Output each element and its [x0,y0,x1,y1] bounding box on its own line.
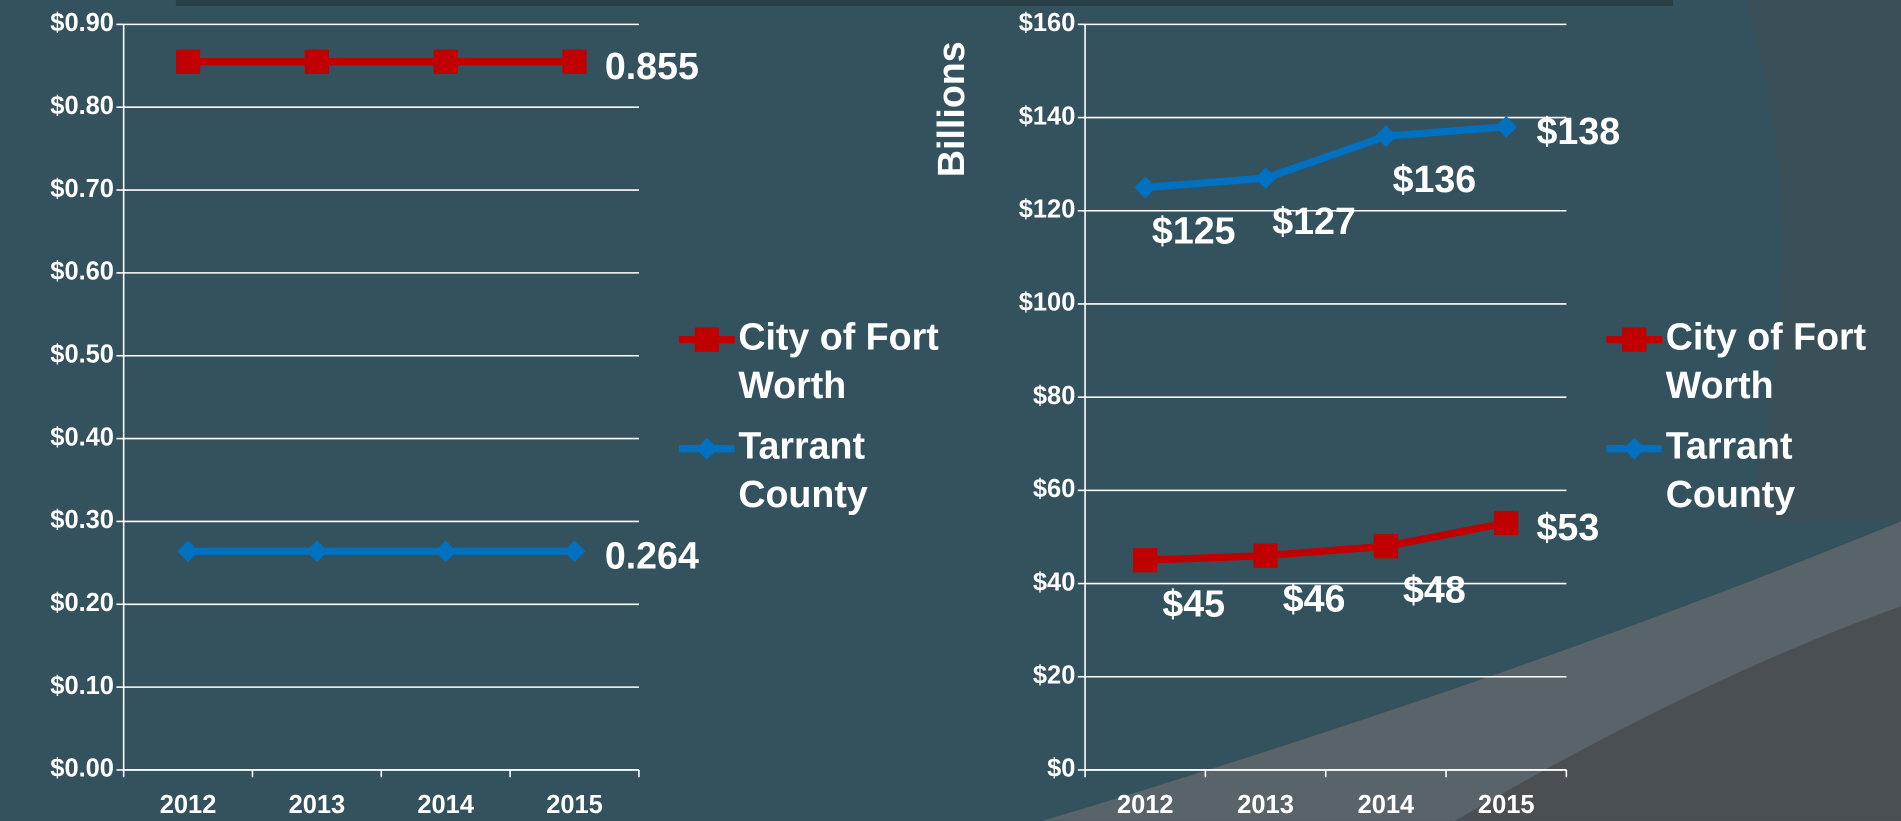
y-tick-label: $100 [1019,289,1076,317]
marker [1133,548,1158,573]
marker [1373,534,1399,559]
y-tick-label: $40 [1033,568,1075,596]
data-label: $48 [1403,568,1466,610]
legend-label: Tarrant County [738,425,868,515]
background-swoosh-dark [1454,606,1901,821]
legend-marker [1623,437,1646,460]
y-tick-label: $0.00 [50,755,114,783]
x-tick-label: 2014 [1358,791,1415,819]
marker [1134,176,1157,199]
y-tick-label: $80 [1033,382,1075,410]
background-shade [1745,0,1901,522]
data-label: $46 [1283,578,1346,620]
y-tick-label: $120 [1019,195,1076,223]
marker [562,49,587,74]
data-label: $138 [1537,110,1621,152]
y-tick-label: $160 [1019,9,1076,37]
y-tick-label: $0.30 [50,506,114,534]
x-tick-label: 2013 [1237,791,1294,819]
marker [1494,510,1519,536]
y-tick-label: $20 [1033,661,1075,689]
series-line [1145,519,1507,564]
data-label: $136 [1393,158,1477,200]
marker [304,49,330,74]
y-tick-label: $140 [1019,102,1076,130]
marker [177,540,199,563]
legend-label: City of Fort Worth [738,315,939,405]
marker [175,49,201,74]
y-tick-label: $60 [1033,475,1075,503]
data-label: 0.264 [605,534,699,576]
legend-marker [695,437,718,460]
y-tick-label: $0.40 [50,423,114,451]
y-tick-label: $0 [1047,755,1075,783]
marker [1254,167,1277,190]
marker [563,540,586,563]
y-axis-label: Billions [930,41,972,177]
data-label: $53 [1537,506,1600,548]
legend-label: City of Fort Worth [1666,315,1867,405]
y-tick-label: $0.90 [50,9,114,37]
y-tick-label: $0.50 [50,340,114,368]
y-tick-label: $0.80 [50,92,114,120]
data-label: $127 [1272,200,1356,242]
x-tick-label: 2015 [546,791,603,819]
y-tick-label: $0.60 [50,258,114,286]
y-tick-label: $0.70 [50,175,114,203]
x-tick-label: 2014 [417,791,474,819]
y-tick-label: $0.10 [50,672,114,700]
x-tick-label: 2013 [289,791,346,819]
marker [305,540,328,563]
legend-label: Tarrant County [1666,425,1796,515]
data-label: 0.855 [605,45,699,87]
data-label: $125 [1152,209,1236,251]
x-tick-label: 2012 [160,791,217,819]
marker [433,49,458,74]
series-line [1144,123,1507,192]
data-label: $45 [1162,582,1225,624]
top-bar [175,0,1674,7]
y-tick-label: $0.20 [50,589,114,617]
legend-marker [1622,327,1647,352]
x-tick-label: 2012 [1117,791,1174,819]
marker [434,540,457,563]
legend-marker [694,327,719,352]
x-tick-label: 2015 [1478,791,1535,819]
marker [1253,543,1278,568]
